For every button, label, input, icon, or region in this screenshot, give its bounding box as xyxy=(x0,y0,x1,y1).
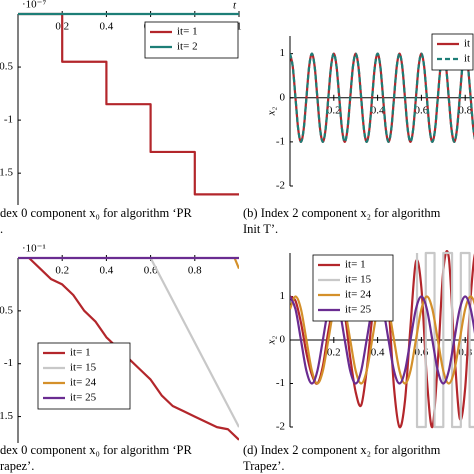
caption: dex 0 component x₀ for algorithm ‘PR xyxy=(0,206,192,220)
x-tick-label: 0.4 xyxy=(100,21,114,33)
plot-area xyxy=(18,12,239,196)
x-tick-label: 0.8 xyxy=(458,104,472,116)
x-tick-label: 1 xyxy=(236,21,242,33)
x-axis-label: t xyxy=(233,0,237,12)
x-tick-label: 0.2 xyxy=(327,104,341,116)
y-tick-label: 1 xyxy=(280,47,286,59)
legend-label: it= 24 xyxy=(345,289,372,301)
legend-label: it= 15 xyxy=(345,274,372,286)
caption: (b) Index 2 component x₂ for algorithm xyxy=(243,206,441,220)
legend-label: it= 1 xyxy=(70,347,91,359)
series-line xyxy=(290,250,474,429)
y-tick-label: -1.5 xyxy=(0,167,13,179)
legend-box xyxy=(431,33,474,71)
y-tick-label: -2 xyxy=(276,421,285,433)
x-tick-label: 0.2 xyxy=(327,347,341,359)
legend-label: it= 1 xyxy=(177,26,198,38)
x-tick-label: 0.2 xyxy=(55,265,69,277)
y-tick-label: -1 xyxy=(276,135,285,147)
y-tick-label: -0.5 xyxy=(0,61,13,73)
y-axis-label: x₂ xyxy=(266,106,278,116)
legend-label: it= 25 xyxy=(70,392,97,404)
series-line xyxy=(290,295,474,385)
y-tick-label: -0.5 xyxy=(0,304,13,316)
x-tick-label: 0.4 xyxy=(371,104,385,116)
series-line xyxy=(233,257,239,269)
x-tick-label: 0.4 xyxy=(371,347,385,359)
y-tick-label: -1 xyxy=(4,114,13,126)
caption: dex 0 component x₀ for algorithm ‘PR xyxy=(0,443,192,457)
y-tick-label: 1 xyxy=(280,290,286,302)
legend-label: it xyxy=(464,53,470,65)
legend-label: it= 15 xyxy=(70,362,97,374)
y-tick-label: -1.5 xyxy=(0,410,13,422)
caption: Trapez’. xyxy=(243,459,285,473)
legend-label: it= 24 xyxy=(70,377,97,389)
y-tick-label: -1 xyxy=(4,357,13,369)
x-tick-label: 0.6 xyxy=(415,104,429,116)
axis-multiplier: ·10⁻⁷ xyxy=(22,0,46,11)
series-line xyxy=(290,52,474,143)
y-tick-label: 0 xyxy=(280,91,286,103)
panel: 0.2 0.4 0.6 0.8 1 0 -1 -2 x₂ it it (b) Index 2 comp… xyxy=(243,33,474,236)
caption: Init T’. xyxy=(243,222,278,236)
y-tick-label: -2 xyxy=(276,180,285,192)
x-tick-label: 0.8 xyxy=(188,265,202,277)
series-line xyxy=(415,251,474,429)
legend-label: it xyxy=(464,38,470,50)
axis-multiplier: ·10⁻¹ xyxy=(22,243,46,255)
legend-label: it= 1 xyxy=(345,259,366,271)
x-tick-label: 0.4 xyxy=(100,265,114,277)
caption: . xyxy=(0,222,3,236)
y-tick-label: 0 xyxy=(280,334,286,346)
series-line xyxy=(28,257,239,441)
caption: (d) Index 2 component x₂ for algorithm xyxy=(243,443,441,457)
caption: rapez’. xyxy=(0,459,34,473)
series-line xyxy=(18,12,239,196)
panel: 0.20.40.60.8-0.5-1-1.5·10⁻¹it= 1it= 15it… xyxy=(0,243,239,473)
plot-area xyxy=(18,256,239,441)
series-line xyxy=(149,257,239,428)
legend-box xyxy=(144,21,239,59)
y-tick-label: -1 xyxy=(276,377,285,389)
plot-area xyxy=(290,52,474,143)
legend-label: it= 2 xyxy=(177,41,198,53)
legend-label: it= 25 xyxy=(345,304,372,316)
y-axis-label: x₂ xyxy=(266,335,278,345)
